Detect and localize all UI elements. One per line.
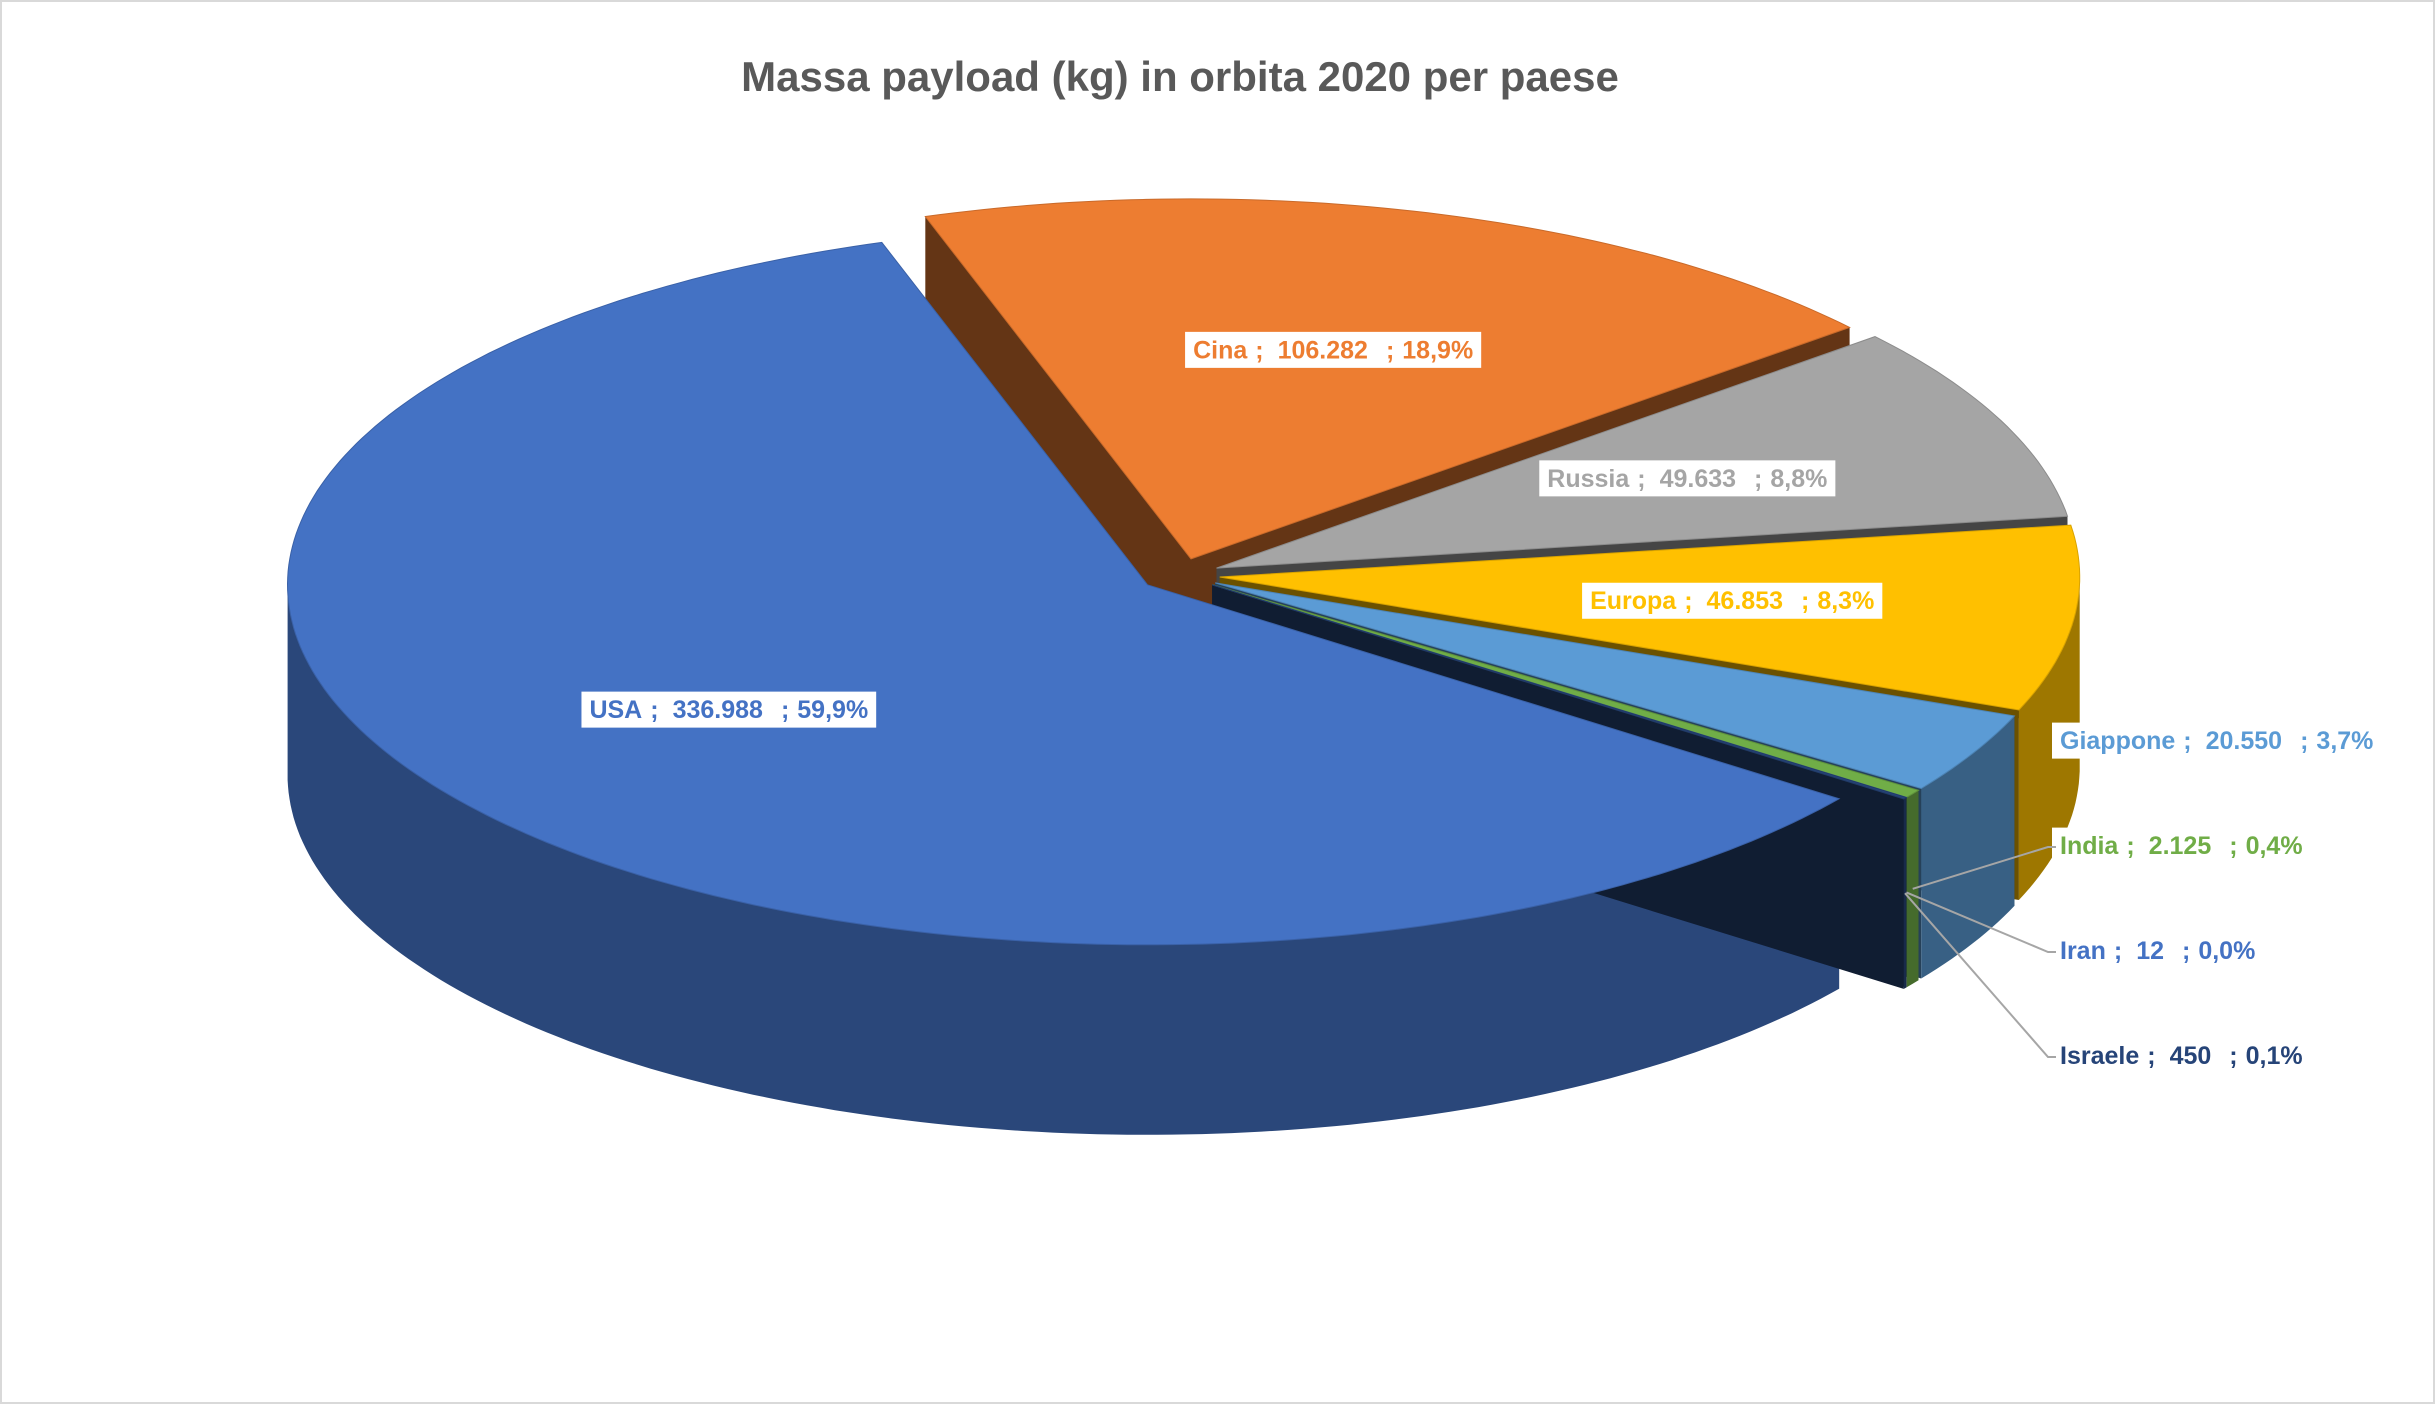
label-category: USA bbox=[589, 696, 642, 724]
label-percent: 59,9% bbox=[797, 696, 868, 724]
label-value: 20.550 bbox=[2206, 727, 2282, 755]
slice bbox=[1216, 336, 2069, 569]
label-separator: ; bbox=[1637, 464, 1645, 492]
leader-line bbox=[1912, 846, 2056, 890]
slice-outer-wall bbox=[1921, 715, 2015, 979]
label-category: Europa bbox=[1590, 587, 1677, 615]
data-label-box bbox=[1185, 331, 1482, 368]
label-value: 49.633 bbox=[1660, 464, 1736, 492]
data-label: Europa; 46.853; 8,3% bbox=[1590, 587, 1874, 615]
data-labels: Cina; 106.282; 18,9% Russia; 49.633; 8,8% Euro… bbox=[581, 331, 2382, 1074]
chart-title: Massa payload (kg) in orbita 2020 per pa… bbox=[741, 53, 1619, 100]
slice-outer-wall bbox=[2018, 581, 2080, 900]
slice bbox=[1215, 582, 2016, 790]
label-percent: 0,4% bbox=[2246, 832, 2303, 860]
label-separator: ; bbox=[781, 696, 789, 724]
label-value: 46.853 bbox=[1707, 587, 1783, 615]
label-category: Cina bbox=[1193, 336, 1248, 364]
label-separator: ; bbox=[2182, 937, 2190, 965]
label-percent: 8,8% bbox=[1770, 464, 1827, 492]
label-separator: ; bbox=[1754, 464, 1762, 492]
data-label-box bbox=[1582, 582, 1883, 619]
label-category: Israele bbox=[2060, 1042, 2139, 1070]
leader-line bbox=[1906, 891, 2056, 953]
data-label-box bbox=[1539, 460, 1836, 497]
label-separator: ; bbox=[2229, 1042, 2237, 1070]
slice-outer-wall bbox=[1906, 790, 1919, 988]
label-separator: ; bbox=[1255, 336, 1263, 364]
label-separator: ; bbox=[2229, 832, 2237, 860]
label-value: 106.282 bbox=[1278, 336, 1368, 364]
label-percent: 18,9% bbox=[1402, 336, 1473, 364]
label-separator: ; bbox=[2147, 1042, 2155, 1070]
data-label-box bbox=[2052, 827, 2311, 864]
data-label-box bbox=[2052, 722, 2382, 759]
label-percent: 0,0% bbox=[2198, 937, 2255, 965]
label-separator: ; bbox=[2183, 727, 2191, 755]
label-percent: 3,7% bbox=[2316, 727, 2373, 755]
label-category: Iran bbox=[2060, 937, 2106, 965]
slice bbox=[1212, 584, 1908, 800]
label-separator: ; bbox=[2300, 727, 2308, 755]
data-label: Iran; 12; 0,0% bbox=[2060, 937, 2255, 965]
slice bbox=[924, 198, 1851, 560]
label-separator: ; bbox=[650, 696, 658, 724]
slice bbox=[286, 241, 1841, 946]
leader-line bbox=[1904, 892, 2056, 1058]
label-category: Giappone bbox=[2060, 727, 2175, 755]
label-category: India bbox=[2060, 832, 2119, 860]
data-label: Giappone; 20.550; 3,7% bbox=[2060, 727, 2373, 755]
label-value: 12 bbox=[2136, 937, 2164, 965]
data-label: Cina; 106.282; 18,9% bbox=[1193, 336, 1473, 364]
label-percent: 0,1% bbox=[2246, 1042, 2303, 1070]
data-label: USA; 336.988; 59,9% bbox=[589, 696, 868, 724]
label-value: 2.125 bbox=[2149, 832, 2212, 860]
slice-outer-wall bbox=[287, 590, 1840, 1135]
data-label: Russia; 49.633; 8,8% bbox=[1547, 464, 1827, 492]
label-value: 336.988 bbox=[673, 696, 763, 724]
data-label-box bbox=[2052, 932, 2264, 969]
label-category: Russia bbox=[1547, 464, 1630, 492]
label-separator: ; bbox=[2114, 937, 2122, 965]
label-separator: ; bbox=[1386, 336, 1394, 364]
data-label-box bbox=[581, 691, 877, 728]
data-label: Israele; 450; 0,1% bbox=[2060, 1042, 2303, 1070]
data-label: India; 2.125; 0,4% bbox=[2060, 832, 2303, 860]
label-value: 450 bbox=[2170, 1042, 2212, 1070]
label-percent: 8,3% bbox=[1817, 587, 1874, 615]
label-separator: ; bbox=[1801, 587, 1809, 615]
label-separator: ; bbox=[1684, 587, 1692, 615]
label-separator: ; bbox=[2126, 832, 2134, 860]
data-label-box bbox=[2052, 1037, 2311, 1074]
